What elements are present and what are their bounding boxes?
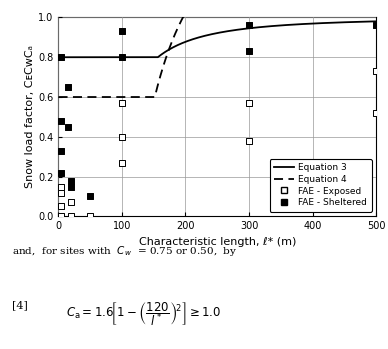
Point [373, 110, 379, 116]
Point [68, 200, 74, 205]
Point [119, 54, 125, 60]
Point [119, 160, 125, 165]
Legend: Equation 3, Equation 4, FAE - Exposed, FAE - Sheltered: Equation 3, Equation 4, FAE - Exposed, F… [270, 159, 372, 212]
Point [119, 134, 125, 140]
Point [65, 124, 71, 129]
Point [58, 190, 64, 195]
Point [87, 194, 93, 199]
Point [87, 214, 93, 219]
Point [246, 138, 252, 143]
Point [119, 100, 125, 106]
Point [58, 54, 64, 60]
Point [246, 49, 252, 54]
Point [58, 148, 64, 154]
Point [65, 84, 71, 90]
Y-axis label: Snow load factor, CᴇCᴡCₐ: Snow load factor, CᴇCᴡCₐ [25, 45, 35, 188]
Point [373, 68, 379, 74]
Point [58, 203, 64, 209]
Point [246, 23, 252, 28]
Point [68, 184, 74, 189]
Point [373, 23, 379, 28]
Text: $C_{\rm a} = 1.6\!\left[1 - \left(\dfrac{120}{l^*}\right)^{\!2}\right] \geq 1.0$: $C_{\rm a} = 1.6\!\left[1 - \left(\dfrac… [66, 300, 221, 328]
X-axis label: Characteristic length, ℓ* (m): Characteristic length, ℓ* (m) [139, 237, 296, 247]
Point [246, 100, 252, 106]
Text: and,  for sites with  $C_w$  = 0.75 or 0.50,  by: and, for sites with $C_w$ = 0.75 or 0.50… [12, 244, 237, 258]
Point [58, 118, 64, 124]
Point [68, 178, 74, 183]
Point [68, 214, 74, 219]
Point [119, 29, 125, 34]
Point [58, 184, 64, 189]
Point [58, 170, 64, 176]
Text: [4]: [4] [12, 300, 28, 310]
Point [58, 214, 64, 219]
